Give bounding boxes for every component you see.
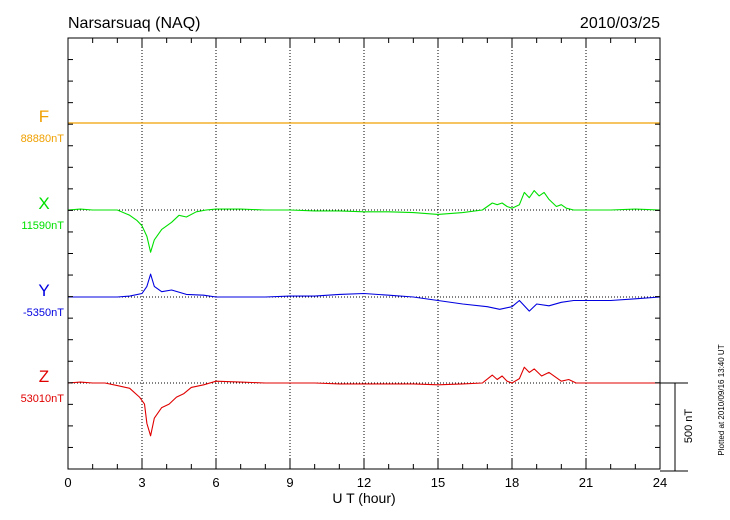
x-tick-label: 9 bbox=[286, 475, 293, 490]
x-tick-label: 0 bbox=[64, 475, 71, 490]
x-axis-label: U T (hour) bbox=[332, 490, 395, 506]
series-baseline-y: -5350nT bbox=[23, 307, 64, 319]
chart-date: 2010/03/25 bbox=[580, 15, 660, 32]
x-tick-label: 21 bbox=[579, 475, 593, 490]
axis-ticks bbox=[67, 38, 661, 469]
x-tick-label: 24 bbox=[653, 475, 667, 490]
scale-bar-label: 500 nT bbox=[683, 409, 695, 444]
scale-bar bbox=[660, 382, 688, 472]
series-y-line bbox=[68, 273, 661, 312]
x-tick-label: 6 bbox=[212, 475, 219, 490]
series-name-x: X bbox=[38, 194, 49, 213]
series-labels: F 88880nT X 11590nT Y -5350nT Z 53010nT bbox=[21, 107, 65, 405]
series-name-y: Y bbox=[38, 281, 49, 300]
plotted-note: Plotted at 2010/09/16 13:40 UT bbox=[717, 344, 726, 455]
series-baseline-z: 53010nT bbox=[21, 393, 65, 405]
chart-title: Narsarsuaq (NAQ) bbox=[68, 15, 200, 32]
x-tick-label: 15 bbox=[431, 475, 445, 490]
series-baseline-x: 11590nT bbox=[21, 220, 64, 232]
series-name-f: F bbox=[39, 107, 49, 126]
x-tick-label: 3 bbox=[138, 475, 145, 490]
x-tick-labels: 0 3 6 9 12 15 18 21 24 bbox=[64, 475, 667, 490]
series-z-line bbox=[67, 366, 660, 437]
series-name-z: Z bbox=[39, 367, 49, 386]
x-tick-label: 12 bbox=[357, 475, 371, 490]
x-tick-label: 18 bbox=[505, 475, 519, 490]
series-x-line bbox=[67, 190, 661, 253]
data-series bbox=[67, 122, 661, 437]
series-baseline-f: 88880nT bbox=[21, 133, 65, 145]
